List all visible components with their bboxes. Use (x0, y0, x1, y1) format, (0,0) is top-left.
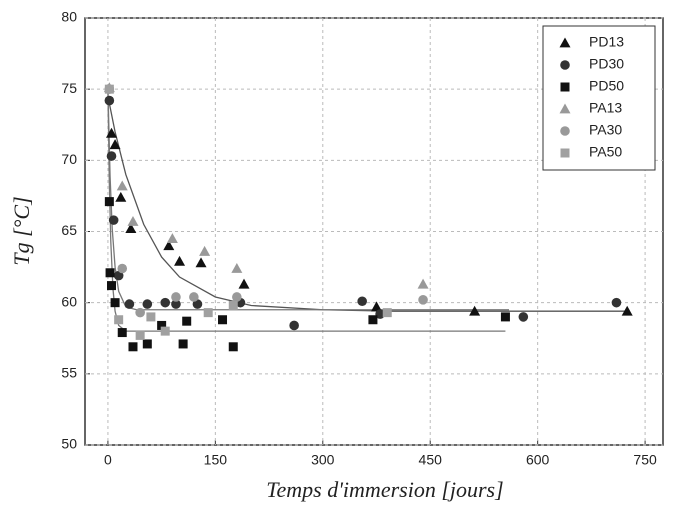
point (231, 263, 243, 273)
y-tick-label: 60 (61, 293, 77, 309)
legend-marker (559, 37, 571, 48)
point (146, 312, 156, 322)
point (192, 299, 203, 309)
legend-box (542, 25, 656, 171)
legend-marker (560, 148, 570, 158)
point (189, 292, 199, 302)
point (232, 292, 242, 302)
legend-text: PD50 (589, 78, 624, 94)
legend-text: PD30 (589, 56, 624, 72)
x-axis-label: Temps d'immersion [jours] (266, 477, 503, 502)
legend-text: PA13 (589, 100, 622, 116)
point (289, 320, 299, 331)
point (182, 316, 192, 326)
point (382, 308, 392, 318)
legend-marker (559, 103, 571, 114)
point (418, 295, 428, 305)
y-tick-label: 55 (61, 365, 77, 381)
point (160, 326, 170, 336)
point (125, 223, 137, 234)
point (142, 339, 152, 349)
point (105, 268, 115, 278)
legend-marker (560, 82, 570, 92)
point (375, 309, 385, 319)
point (115, 191, 127, 202)
point (371, 301, 383, 312)
point (117, 263, 128, 274)
y-tick-label: 75 (61, 80, 77, 96)
x-tick-label: 600 (526, 452, 550, 468)
point (203, 308, 213, 318)
point (171, 292, 181, 302)
point (108, 215, 119, 225)
x-tick-label: 450 (419, 452, 443, 468)
point (218, 315, 228, 325)
y-tick-label: 50 (61, 436, 77, 452)
point (104, 197, 114, 207)
point (500, 312, 510, 322)
point (160, 297, 171, 308)
point (135, 307, 145, 318)
point (518, 312, 529, 322)
point (228, 301, 238, 311)
point (142, 299, 153, 309)
point (106, 127, 118, 138)
point (357, 296, 367, 307)
fit-line (107, 89, 510, 311)
y-tick-label: 70 (61, 151, 77, 167)
point (104, 84, 114, 94)
x-tick-label: 0 (104, 452, 112, 468)
point (116, 180, 128, 191)
point (135, 330, 145, 340)
y-tick-label: 65 (61, 222, 77, 238)
point (110, 298, 120, 308)
point (611, 297, 622, 308)
y-axis-label: Tg [°C] (9, 196, 34, 265)
point (124, 299, 135, 309)
fit-line (107, 89, 506, 332)
point (178, 339, 188, 349)
legend-marker (560, 60, 570, 70)
point (174, 255, 186, 266)
x-tick-label: 300 (311, 452, 335, 468)
x-tick-label: 750 (633, 452, 657, 468)
point (107, 281, 117, 291)
point (171, 299, 181, 309)
point (199, 245, 211, 256)
point (238, 278, 250, 289)
point (127, 216, 139, 226)
point (157, 320, 167, 330)
y-tick-label: 80 (61, 9, 77, 25)
point (166, 233, 178, 244)
point (163, 240, 175, 251)
point (106, 151, 117, 161)
point (113, 270, 124, 281)
point (109, 139, 121, 150)
point (195, 257, 207, 268)
point (621, 305, 633, 316)
legend-text: PD13 (589, 34, 624, 50)
point (104, 95, 115, 106)
point (469, 305, 481, 316)
point (368, 315, 378, 325)
x-tick-label: 150 (204, 452, 228, 468)
legend-marker (560, 126, 570, 136)
point (117, 328, 127, 338)
legend-text: PA50 (589, 144, 622, 160)
point (114, 315, 124, 325)
point (417, 278, 429, 289)
legend-text: PA30 (589, 122, 622, 138)
point (128, 342, 138, 352)
point (228, 342, 238, 352)
